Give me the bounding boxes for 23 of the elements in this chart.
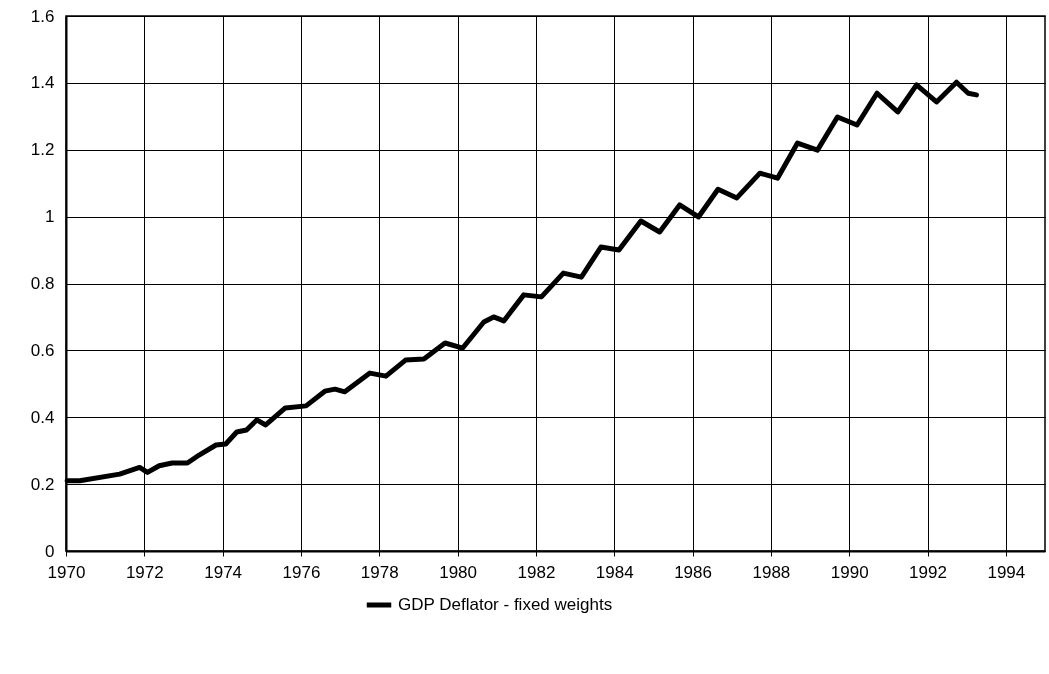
y-tick-label: 1.4 (30, 73, 55, 93)
x-tick-label: 1994 (987, 562, 1026, 582)
y-tick-label: 1.2 (30, 140, 55, 160)
y-tick-label: 0.8 (30, 274, 55, 293)
y-tick-label: 0 (45, 541, 55, 561)
x-tick-label: 1980 (439, 562, 478, 582)
x-tick-label: 1974 (204, 562, 243, 582)
y-tick-label: 1.6 (30, 6, 55, 26)
x-tick-label: 1972 (125, 562, 164, 582)
y-tick-label: 0.2 (30, 474, 55, 494)
legend-label: GDP Deflator - fixed weights (398, 595, 613, 614)
x-tick-label: 1984 (595, 562, 634, 582)
y-tick-label: 0.4 (30, 407, 55, 427)
x-tick-label: 1986 (674, 562, 712, 582)
y-tick-label: 1 (45, 207, 55, 227)
x-tick-label: 1982 (517, 562, 556, 582)
x-tick-label: 1990 (830, 562, 869, 582)
x-tick-label: 1988 (752, 562, 791, 582)
x-tick-label: 1992 (909, 562, 947, 582)
x-tick-label: 1976 (282, 562, 321, 582)
y-tick-label: 0.6 (30, 340, 55, 360)
x-tick-label: 1970 (47, 562, 86, 582)
x-tick-label: 1978 (360, 562, 399, 582)
